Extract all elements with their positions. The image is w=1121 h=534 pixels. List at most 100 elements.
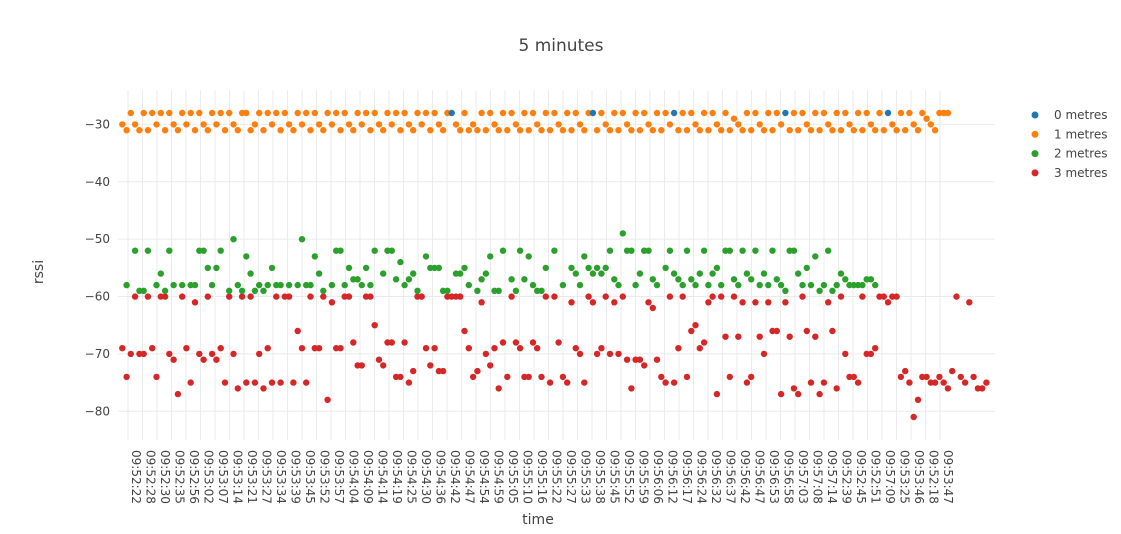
data-point (837, 270, 845, 277)
data-point (183, 345, 190, 352)
data-point (576, 281, 584, 289)
data-point (465, 281, 472, 289)
data-point (324, 396, 331, 403)
data-point (730, 115, 738, 122)
data-point (730, 276, 738, 283)
data-point (196, 350, 203, 358)
data-point (290, 379, 297, 386)
data-point (268, 121, 276, 128)
data-point (658, 373, 665, 381)
data-point (405, 379, 413, 386)
data-point (970, 373, 977, 381)
data-point (183, 121, 190, 128)
data-point (615, 127, 622, 134)
x-tick-label: 09:53:52 (318, 450, 332, 504)
data-point (743, 270, 751, 277)
data-point (786, 333, 793, 340)
data-point (795, 390, 802, 398)
data-point (799, 281, 806, 289)
data-point (487, 253, 494, 260)
x-tick-label: 09:56:37 (724, 450, 738, 504)
x-tick-label: 09:52:51 (869, 450, 883, 504)
data-point (337, 127, 344, 134)
chart-title: 5 minutes (518, 36, 603, 56)
data-point (397, 258, 404, 266)
data-point (461, 327, 468, 335)
data-point (748, 373, 755, 381)
data-point (380, 270, 387, 277)
data-point (927, 121, 934, 128)
data-point (439, 367, 447, 375)
data-point (208, 109, 216, 117)
x-tick-label: 09:52:56 (187, 450, 201, 504)
data-point (221, 379, 229, 386)
data-point (119, 121, 126, 128)
data-point (572, 109, 579, 117)
x-axis-ticks: 09:52:22 09:52:28 09:52:30 09:52:35 09:52:56… (129, 450, 955, 504)
data-point (303, 109, 310, 117)
data-point (238, 287, 246, 294)
data-point (217, 109, 224, 117)
data-point (204, 264, 211, 272)
x-tick-label: 09:56:12 (666, 450, 680, 504)
data-point (692, 322, 699, 329)
y-tick-label: −30 (85, 117, 110, 131)
data-point (161, 287, 169, 294)
data-point (123, 373, 130, 381)
data-point (807, 127, 815, 134)
data-point (722, 333, 729, 340)
data-point (315, 270, 323, 277)
data-point (367, 293, 374, 300)
data-point (551, 109, 558, 117)
data-point (307, 281, 314, 289)
legend[interactable]: 0 metres 1 metres 2 metres 3 metres (1031, 108, 1108, 180)
data-point (752, 109, 759, 117)
data-point (880, 293, 887, 300)
x-tick-label: 09:54:30 (419, 450, 433, 504)
data-point (529, 339, 537, 346)
data-point (585, 264, 592, 272)
legend-item[interactable]: 3 metres (1031, 166, 1108, 180)
data-point (298, 121, 306, 128)
data-point (799, 109, 806, 117)
data-point (632, 281, 639, 289)
data-point (508, 109, 515, 117)
data-point (294, 327, 301, 335)
data-point (405, 121, 413, 128)
legend-item[interactable]: 2 metres (1031, 147, 1108, 161)
data-point (675, 127, 682, 134)
data-point (324, 109, 331, 117)
data-point (414, 109, 421, 117)
data-point (213, 356, 220, 363)
data-point (256, 281, 263, 289)
data-point (837, 127, 845, 134)
data-point (358, 281, 365, 289)
data-point (688, 327, 695, 335)
legend-item[interactable]: 0 metres (1031, 108, 1108, 122)
data-point (662, 109, 669, 117)
data-point (743, 109, 751, 117)
data-point (760, 127, 768, 134)
data-point (696, 127, 703, 134)
data-point (131, 293, 139, 300)
data-point (773, 327, 780, 335)
x-tick-label: 09:57:08 (811, 450, 825, 504)
x-axis-label: time (522, 512, 554, 528)
series-3-metres (119, 293, 990, 421)
data-point (418, 293, 425, 300)
data-point (897, 373, 905, 381)
data-point (200, 121, 207, 128)
data-point (268, 379, 276, 386)
data-point (311, 109, 318, 117)
data-point (546, 127, 554, 134)
data-point (512, 287, 520, 294)
legend-item[interactable]: 1 metres (1031, 127, 1108, 141)
data-point (495, 385, 502, 392)
data-point (478, 299, 485, 306)
data-point (234, 385, 241, 392)
data-point (149, 109, 156, 117)
data-point (204, 127, 211, 134)
data-point (482, 350, 490, 358)
data-point (619, 230, 626, 237)
data-point (461, 264, 468, 272)
